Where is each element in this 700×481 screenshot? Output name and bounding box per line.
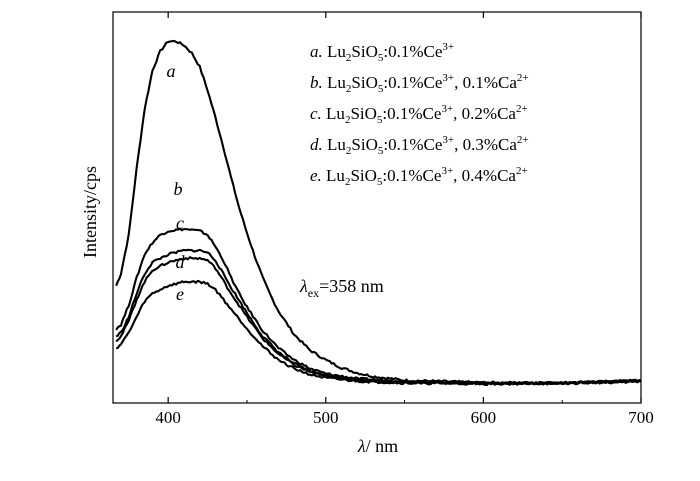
series-c-line <box>115 248 642 386</box>
legend-entry-2: b. Lu2SiO5:0.1%Ce3+, 0.1%Ca2+ <box>310 72 529 95</box>
excitation-value: =358 nm <box>319 276 384 296</box>
legend-entry-5: e. Lu2SiO5:0.1%Ce3+, 0.4%Ca2+ <box>310 165 528 188</box>
series-b-label: b <box>174 179 183 199</box>
x-tick-label-500: 500 <box>313 408 339 427</box>
series-d-label: d <box>176 252 186 272</box>
legend: a. Lu2SiO5:0.1%Ce3+ b. Lu2SiO5:0.1%Ce3+, … <box>310 41 529 188</box>
series-c-label: c <box>176 213 184 233</box>
x-axis-ticks: 400 500 600 700 <box>155 12 654 427</box>
excitation-symbol: λ <box>299 276 308 296</box>
legend-entry-4: d. Lu2SiO5:0.1%Ce3+, 0.3%Ca2+ <box>310 134 529 157</box>
legend-entry-3: c. Lu2SiO5:0.1%Ce3+, 0.2%Ca2+ <box>310 103 528 126</box>
x-tick-label-700: 700 <box>628 408 654 427</box>
plot-border <box>112 11 642 404</box>
excitation-annotation: λex=358 nm <box>299 276 384 300</box>
series-a-label: a <box>167 61 176 81</box>
x-tick-label-400: 400 <box>155 408 181 427</box>
series-d-line <box>115 256 642 386</box>
y-axis-label: Intensity/cps <box>80 166 100 258</box>
legend-entry-1: a. Lu2SiO5:0.1%Ce3+ <box>310 41 454 64</box>
x-axis-label: λ/ nm <box>357 436 398 456</box>
x-tick-label-600: 600 <box>471 408 497 427</box>
spectrum-curves <box>115 39 642 386</box>
x-axis-symbol: λ <box>357 436 366 456</box>
series-e-label: e <box>176 284 184 304</box>
plot-frame <box>112 11 642 404</box>
x-axis-unit: / nm <box>366 436 399 456</box>
series-e-line <box>116 279 642 386</box>
excitation-subscript: ex <box>308 286 319 300</box>
